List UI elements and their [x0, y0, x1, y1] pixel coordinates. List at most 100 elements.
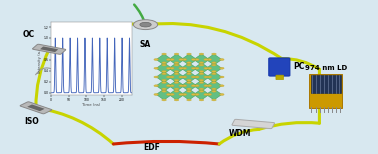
Circle shape	[182, 59, 187, 61]
Circle shape	[174, 82, 179, 83]
Circle shape	[212, 71, 216, 72]
Circle shape	[195, 67, 199, 69]
Circle shape	[207, 93, 212, 95]
Polygon shape	[181, 63, 197, 74]
Circle shape	[187, 99, 191, 101]
Circle shape	[174, 62, 179, 64]
Circle shape	[207, 59, 212, 61]
Circle shape	[182, 76, 187, 78]
Circle shape	[191, 76, 196, 78]
Polygon shape	[169, 80, 184, 91]
Circle shape	[220, 85, 224, 87]
Circle shape	[179, 93, 183, 95]
Circle shape	[174, 90, 179, 92]
Circle shape	[187, 71, 191, 72]
FancyBboxPatch shape	[33, 44, 66, 54]
Circle shape	[166, 59, 171, 61]
Circle shape	[204, 59, 208, 61]
Text: ISO: ISO	[25, 117, 39, 126]
Circle shape	[187, 88, 191, 90]
Polygon shape	[194, 89, 209, 100]
Circle shape	[191, 59, 196, 61]
Circle shape	[212, 79, 216, 81]
Circle shape	[207, 67, 212, 69]
Circle shape	[162, 53, 166, 55]
Circle shape	[179, 59, 183, 61]
Circle shape	[204, 67, 208, 69]
Circle shape	[170, 76, 174, 78]
Circle shape	[162, 90, 166, 92]
Circle shape	[220, 59, 224, 61]
Circle shape	[170, 59, 174, 61]
Circle shape	[204, 85, 208, 87]
Circle shape	[187, 53, 191, 55]
Circle shape	[199, 82, 204, 83]
Circle shape	[162, 71, 166, 72]
Text: PC: PC	[293, 62, 304, 71]
Circle shape	[212, 53, 216, 55]
Circle shape	[207, 76, 212, 78]
FancyBboxPatch shape	[40, 47, 58, 52]
Text: OC: OC	[23, 30, 35, 39]
Circle shape	[187, 73, 191, 75]
Circle shape	[207, 85, 212, 87]
Circle shape	[220, 67, 224, 69]
Circle shape	[212, 73, 216, 75]
Circle shape	[212, 99, 216, 101]
Circle shape	[179, 67, 183, 69]
Text: EDF: EDF	[143, 143, 160, 152]
Polygon shape	[181, 54, 197, 65]
Circle shape	[179, 76, 183, 78]
Circle shape	[174, 64, 179, 66]
Polygon shape	[206, 54, 222, 65]
Circle shape	[199, 64, 204, 66]
Circle shape	[191, 85, 196, 87]
Circle shape	[166, 93, 171, 95]
Circle shape	[170, 67, 174, 69]
Circle shape	[191, 67, 196, 69]
Circle shape	[212, 90, 216, 92]
Circle shape	[220, 76, 224, 78]
Polygon shape	[181, 80, 197, 91]
Circle shape	[199, 99, 204, 101]
Text: WDM: WDM	[229, 129, 251, 138]
Circle shape	[154, 93, 158, 95]
Circle shape	[170, 85, 174, 87]
Circle shape	[166, 85, 171, 87]
Polygon shape	[194, 63, 209, 74]
Circle shape	[187, 82, 191, 83]
Circle shape	[166, 76, 171, 78]
Circle shape	[199, 88, 204, 90]
Circle shape	[204, 76, 208, 78]
FancyBboxPatch shape	[269, 58, 290, 76]
FancyBboxPatch shape	[309, 74, 342, 108]
Circle shape	[220, 93, 224, 95]
Circle shape	[154, 67, 158, 69]
Polygon shape	[206, 89, 222, 100]
Polygon shape	[181, 89, 197, 100]
Text: 974 nm LD: 974 nm LD	[305, 65, 347, 71]
Polygon shape	[169, 54, 184, 65]
FancyBboxPatch shape	[311, 75, 341, 93]
Circle shape	[199, 73, 204, 75]
FancyBboxPatch shape	[276, 75, 284, 80]
Circle shape	[154, 76, 158, 78]
Circle shape	[182, 85, 187, 87]
Circle shape	[162, 62, 166, 64]
Circle shape	[174, 79, 179, 81]
Circle shape	[174, 73, 179, 75]
Polygon shape	[156, 63, 172, 74]
Polygon shape	[169, 63, 184, 74]
Circle shape	[162, 79, 166, 81]
Circle shape	[174, 88, 179, 90]
Circle shape	[212, 82, 216, 83]
Polygon shape	[169, 71, 184, 83]
Polygon shape	[194, 54, 209, 65]
FancyBboxPatch shape	[27, 105, 45, 111]
Circle shape	[162, 73, 166, 75]
Circle shape	[212, 62, 216, 64]
Circle shape	[179, 85, 183, 87]
Polygon shape	[194, 80, 209, 91]
Circle shape	[187, 79, 191, 81]
Circle shape	[199, 71, 204, 72]
